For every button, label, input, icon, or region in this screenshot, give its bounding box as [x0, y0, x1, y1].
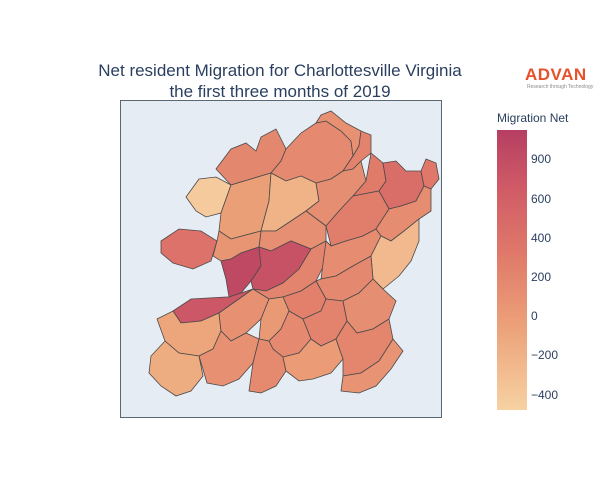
- choropleth-map[interactable]: [121, 101, 441, 417]
- colorbar-title: Migration Net: [497, 111, 569, 125]
- colorbar-tick-label: 600: [531, 192, 552, 206]
- colorbar-tick-label: −200: [531, 348, 559, 362]
- colorbar-tick-label: 0: [531, 309, 538, 323]
- chart-title: Net resident Migration for Charlottesvil…: [60, 60, 500, 102]
- colorbar-tick-label: −400: [531, 388, 559, 402]
- logo-text: ADVAN: [525, 65, 587, 84]
- map-region-r36[interactable]: [340, 338, 404, 394]
- logo-tagline: Research through Technology: [527, 84, 594, 90]
- advan-logo: ADVAN Research through Technology: [525, 65, 595, 91]
- colorbar: [497, 130, 527, 410]
- colorbar-tick-label: 900: [531, 152, 552, 166]
- map-region-r11[interactable]: [420, 158, 440, 190]
- title-line-2: the first three months of 2019: [169, 82, 391, 101]
- colorbar-tick-label: 200: [531, 270, 552, 284]
- colorbar-tick-label: 400: [531, 231, 552, 245]
- map-region-r31[interactable]: [148, 340, 204, 397]
- map-region-r15[interactable]: [160, 228, 218, 270]
- title-line-1: Net resident Migration for Charlottesvil…: [98, 61, 462, 80]
- map-area[interactable]: [120, 100, 442, 418]
